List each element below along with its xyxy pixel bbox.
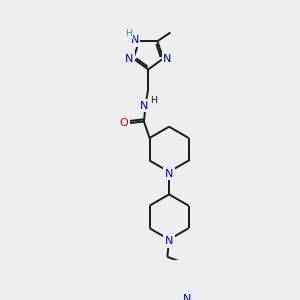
Text: N: N: [165, 169, 173, 178]
Text: N: N: [165, 236, 173, 246]
Text: N: N: [140, 101, 148, 111]
Text: N: N: [183, 294, 191, 300]
Text: H: H: [150, 96, 157, 105]
Text: H: H: [125, 29, 132, 38]
Text: O: O: [120, 118, 128, 128]
Text: N: N: [125, 54, 133, 64]
Text: N: N: [163, 54, 172, 64]
Text: N: N: [130, 35, 139, 45]
